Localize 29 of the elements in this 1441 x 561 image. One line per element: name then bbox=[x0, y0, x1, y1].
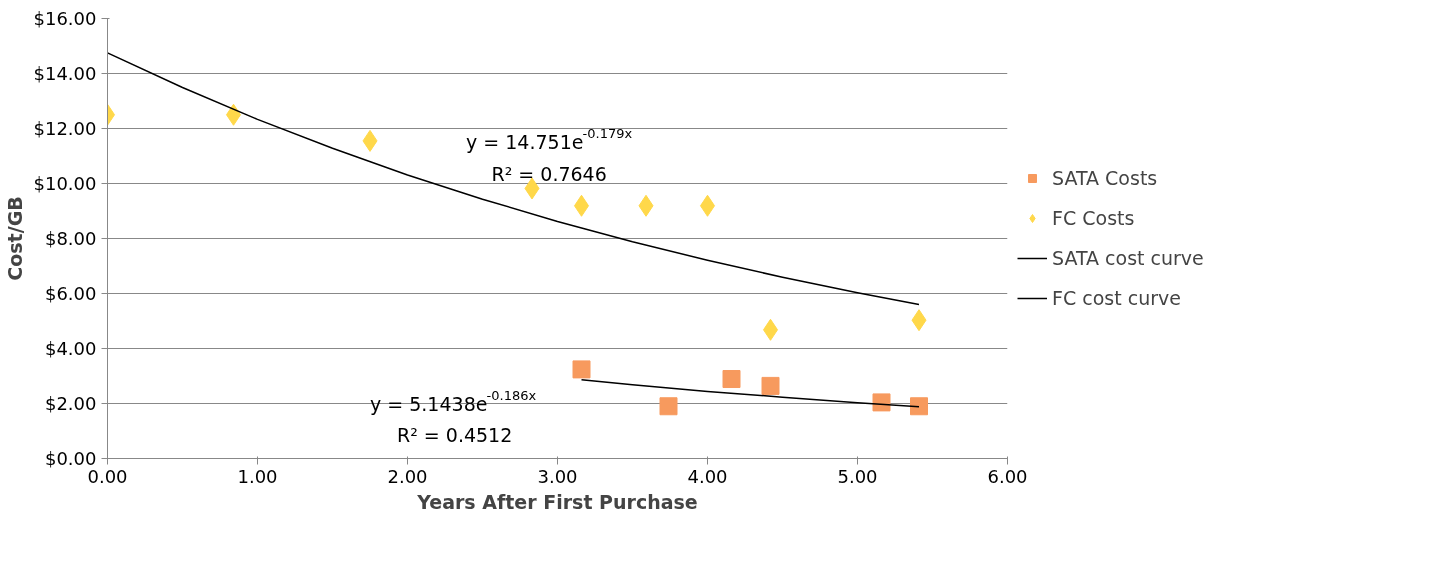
y-tick-label: $2.00 bbox=[44, 393, 97, 414]
y-tick-label: $6.00 bbox=[44, 283, 97, 304]
line-series bbox=[107, 52, 920, 306]
legend-label: SATA cost curve bbox=[1052, 247, 1204, 269]
x-tick-label: 6.00 bbox=[987, 465, 1028, 487]
x-tick-label: 5.00 bbox=[837, 465, 878, 487]
y-tick-label: $14.00 bbox=[33, 63, 97, 84]
x-tick-label: 2.00 bbox=[387, 465, 428, 487]
x-tick-label: 3.00 bbox=[537, 465, 578, 487]
annotation: R² = 0.7646 bbox=[491, 162, 607, 185]
legend-label: SATA Costs bbox=[1052, 167, 1158, 189]
y-tick-label: $8.00 bbox=[44, 228, 97, 249]
y-tick-label: $16.00 bbox=[33, 8, 97, 29]
point bbox=[722, 370, 741, 389]
point bbox=[910, 397, 928, 416]
annotation: R² = 0.4512 bbox=[397, 424, 513, 447]
y-tick-label: $4.00 bbox=[44, 338, 97, 359]
point bbox=[761, 376, 780, 395]
point bbox=[659, 397, 678, 416]
y-axis-title: Cost/GB bbox=[3, 196, 26, 281]
x-tick-label: 1.00 bbox=[237, 465, 278, 487]
point bbox=[872, 393, 891, 412]
x-axis-title: Years After First Purchase bbox=[416, 490, 698, 513]
legend-label: FC Costs bbox=[1052, 207, 1135, 229]
y-tick-label: $10.00 bbox=[33, 173, 97, 194]
legend-label: FC cost curve bbox=[1052, 287, 1181, 309]
point bbox=[572, 360, 591, 379]
x-tick-label: 4.00 bbox=[687, 465, 728, 487]
y-tick-label: $12.00 bbox=[33, 118, 97, 139]
